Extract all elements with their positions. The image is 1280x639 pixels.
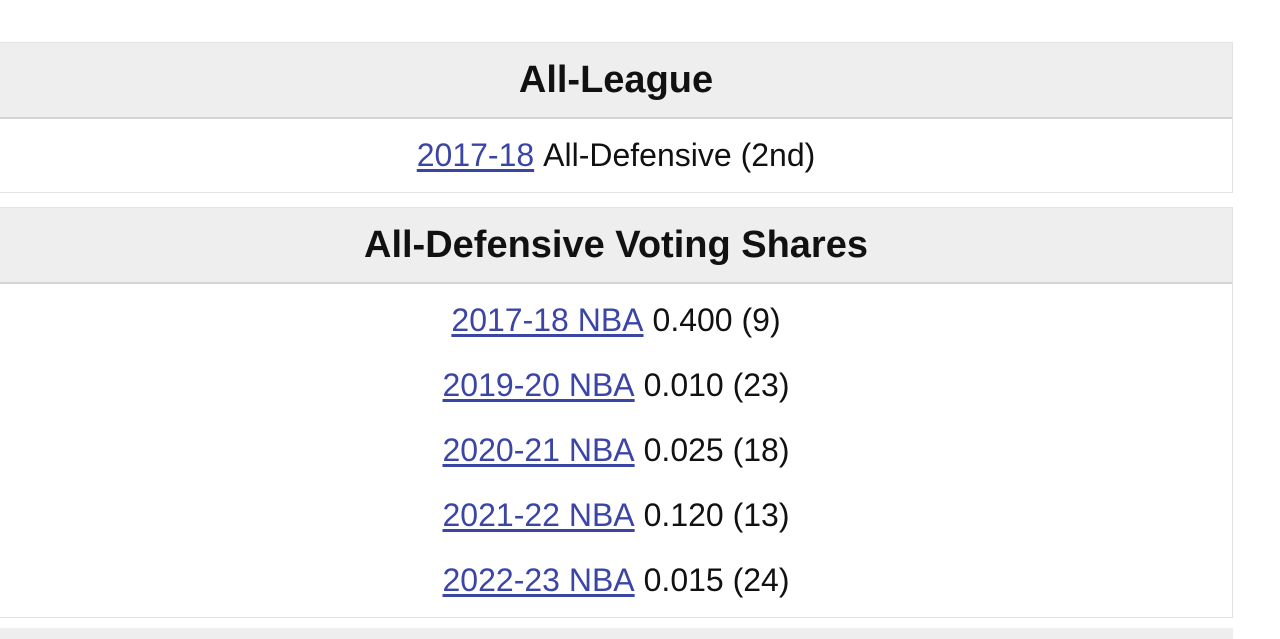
row: 2017-18 All-Defensive (2nd) — [0, 123, 1232, 188]
row: 2021-22 NBA 0.120 (13) — [0, 483, 1232, 548]
season-link[interactable]: 2019-20 NBA — [442, 367, 635, 403]
row: 2020-21 NBA 0.025 (18) — [0, 418, 1232, 483]
row: 2017-18 NBA 0.400 (9) — [0, 288, 1232, 353]
row: 2022-23 NBA 0.015 (24) — [0, 548, 1232, 613]
section-body: 2017-18 NBA 0.400 (9) 2019-20 NBA 0.010 (23… — [0, 284, 1232, 617]
next-section-header — [0, 628, 1233, 639]
row-text: 0.010 (23) — [643, 367, 790, 403]
row-text: 0.400 (9) — [652, 302, 781, 338]
row-text: All-Defensive (2nd) — [543, 137, 816, 173]
section-body: 2017-18 All-Defensive (2nd) — [0, 119, 1232, 192]
row-text: 0.015 (24) — [643, 562, 790, 598]
season-link[interactable]: 2021-22 NBA — [442, 497, 635, 533]
section-title: All-League — [0, 43, 1232, 119]
row-text: 0.120 (13) — [643, 497, 790, 533]
section: All-Defensive Voting Shares 2017-18 NBA 0.… — [0, 207, 1233, 618]
season-link[interactable]: 2017-18 — [416, 137, 535, 173]
content: All-League 2017-18 All-Defensive (2nd) All-… — [0, 42, 1233, 632]
row: 2019-20 NBA 0.010 (23) — [0, 353, 1232, 418]
section-title: All-Defensive Voting Shares — [0, 208, 1232, 284]
row-text: 0.025 (18) — [643, 432, 790, 468]
section: All-League 2017-18 All-Defensive (2nd) — [0, 42, 1233, 193]
season-link[interactable]: 2020-21 NBA — [442, 432, 635, 468]
season-link[interactable]: 2017-18 NBA — [451, 302, 644, 338]
season-link[interactable]: 2022-23 NBA — [442, 562, 635, 598]
